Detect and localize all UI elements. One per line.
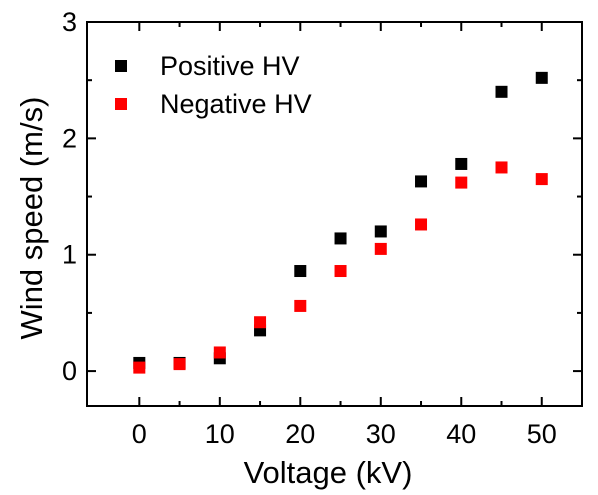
plot-frame bbox=[86, 21, 583, 407]
data-point bbox=[415, 175, 428, 188]
y-tick-label: 1 bbox=[62, 240, 77, 270]
data-point bbox=[334, 265, 347, 278]
data-point bbox=[374, 225, 387, 238]
legend-marker bbox=[115, 60, 127, 72]
x-tick-label: 50 bbox=[527, 419, 557, 449]
x-tick-label: 10 bbox=[205, 419, 235, 449]
data-point bbox=[535, 71, 548, 84]
y-axis-label: Wind speed (m/s) bbox=[14, 97, 49, 340]
legend-label: Positive HV bbox=[160, 51, 300, 81]
data-point bbox=[455, 176, 468, 189]
x-tick-label: 40 bbox=[446, 419, 476, 449]
data-point bbox=[455, 157, 468, 170]
data-point bbox=[374, 242, 387, 255]
data-point bbox=[294, 265, 307, 278]
data-point bbox=[213, 346, 226, 359]
legend-marker bbox=[115, 98, 127, 110]
series-negative-hv bbox=[133, 161, 548, 374]
y-tick-label: 3 bbox=[62, 7, 77, 37]
data-point bbox=[294, 299, 307, 312]
x-tick-label: 30 bbox=[366, 419, 396, 449]
data-point bbox=[495, 161, 508, 174]
y-tick-label: 2 bbox=[62, 123, 77, 153]
x-tick-label: 20 bbox=[285, 419, 315, 449]
x-tick-label: 0 bbox=[132, 419, 147, 449]
data-point bbox=[415, 218, 428, 231]
x-axis-label: Voltage (kV) bbox=[244, 455, 413, 490]
y-tick-label: 0 bbox=[62, 356, 77, 386]
data-point bbox=[254, 316, 267, 329]
data-point bbox=[334, 232, 347, 245]
legend-label: Negative HV bbox=[160, 89, 312, 119]
data-point bbox=[254, 324, 267, 337]
data-point bbox=[535, 173, 548, 186]
data-point bbox=[173, 358, 186, 371]
data-point bbox=[495, 85, 508, 98]
data-point bbox=[133, 361, 146, 374]
